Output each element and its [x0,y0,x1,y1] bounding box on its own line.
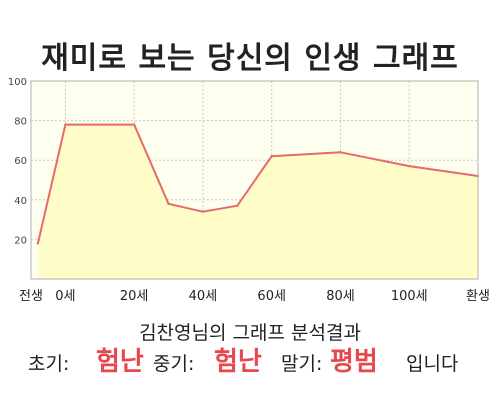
late-label: 말기: [281,353,323,375]
plot-border [30,80,479,280]
page-title: 재미로 보는 당신의 인생 그래프 [41,41,459,76]
early-label: 초기: [28,353,70,375]
x-tick-label: 20세 [120,289,149,304]
data-point [132,123,136,126]
x-tick-label: 80세 [326,289,355,304]
y-tick-label: 60 [14,156,27,167]
data-point [339,151,342,154]
analysis-subtitle: 김찬영님의 그래프 분석결과 [139,322,361,344]
area-fill [37,124,479,279]
early-value: 험난 [96,347,144,377]
data-point [167,202,170,205]
y-tick-label: 80 [14,117,27,128]
verdict-line: 초기: 험난 중기: 험난 말기: 평범 입니다 [0,346,500,380]
y-tick-label: 40 [14,196,27,207]
life-graph-chart: 20 40 60 80 100 전생 0세 20세 40세 60세 80세 100세 환생 [0,70,500,310]
middle-value: 험난 [214,347,262,377]
data-point [201,210,205,213]
y-tick-label: 100 [8,77,27,88]
x-tick-label: 60세 [257,289,286,304]
x-tick-label: 전생 [19,289,43,304]
data-point [236,204,239,207]
x-tick-label: 환생 [466,289,490,304]
x-tick-label: 0세 [55,289,75,304]
data-point [270,155,273,158]
verdict-ending: 입니다 [406,353,459,375]
x-tick-label: 100세 [391,289,428,304]
y-tick-label: 20 [14,235,27,246]
middle-label: 중기: [153,353,195,375]
life-line [36,123,479,244]
chart-svg: 20 40 60 80 100 전생 0세 20세 40세 60세 80세 100세 환생 [8,77,490,304]
x-tick-label: 40세 [189,289,218,304]
late-value: 평범 [330,347,378,377]
data-point [408,164,411,168]
data-point [36,242,40,245]
data-point [64,123,67,126]
